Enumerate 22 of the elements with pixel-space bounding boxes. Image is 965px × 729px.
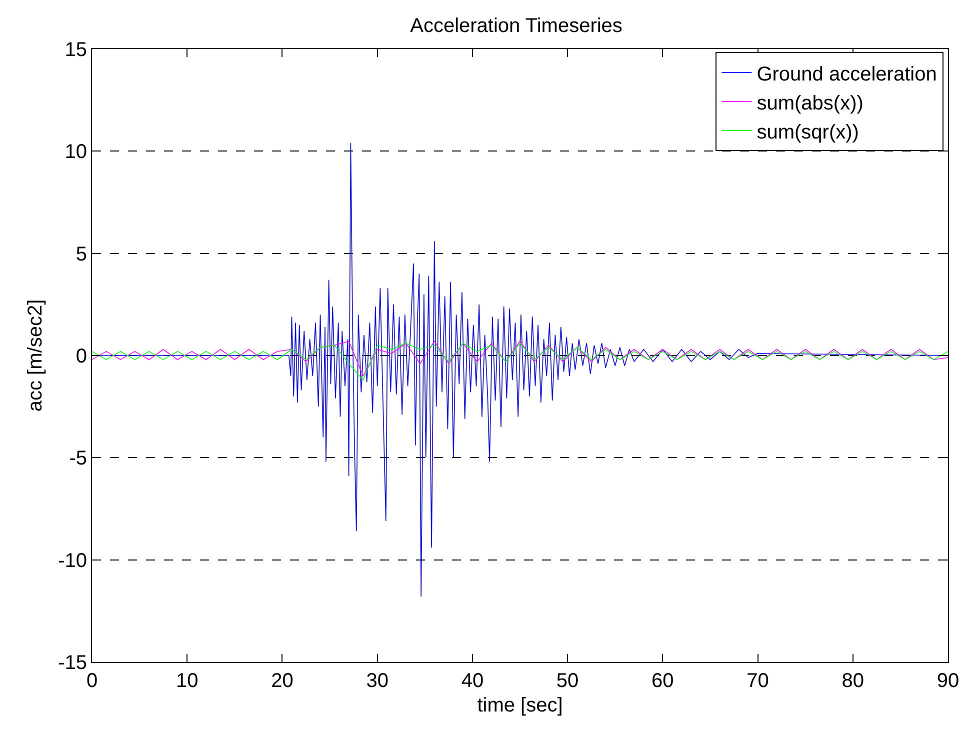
y-tick-label: 0 — [76, 346, 87, 368]
x-axis-title: time [sec] — [477, 694, 563, 716]
x-tick-label: 10 — [176, 670, 198, 692]
x-tick-label: 70 — [746, 670, 769, 692]
chart-title: Acceleration Timeseries — [410, 15, 622, 38]
x-tick-label: 90 — [936, 670, 960, 692]
y-tick-label: 15 — [64, 39, 87, 61]
x-tick-label: 30 — [366, 670, 388, 692]
x-tick-label: 40 — [461, 670, 484, 692]
y-tick-label: -5 — [69, 448, 87, 470]
y-tick-label: -15 — [58, 652, 87, 674]
x-tick-label: 20 — [271, 670, 294, 692]
y-tick-label: 5 — [76, 243, 87, 266]
y-axis-title: acc [m/sec2] — [24, 299, 47, 412]
y-tick-label: 10 — [64, 141, 87, 164]
x-tick-label: 60 — [652, 670, 674, 692]
legend-label: sum(abs(x)) — [756, 92, 864, 114]
legend-label: Ground acceleration — [756, 63, 937, 86]
y-tick-label: -10 — [58, 550, 87, 572]
x-tick-label: 80 — [842, 670, 864, 692]
x-tick-label: 50 — [556, 670, 579, 692]
legend-label: sum(sqr(x)) — [756, 121, 859, 144]
